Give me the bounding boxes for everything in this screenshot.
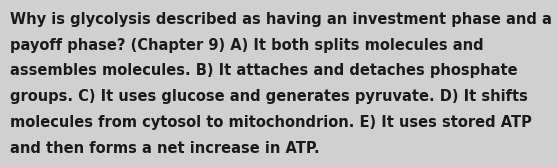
Text: assembles molecules. B) It attaches and detaches phosphate: assembles molecules. B) It attaches and … [10, 63, 518, 78]
Text: and then forms a net increase in ATP.: and then forms a net increase in ATP. [10, 141, 320, 156]
Text: payoff phase? (Chapter 9) A) It both splits molecules and: payoff phase? (Chapter 9) A) It both spl… [10, 38, 484, 53]
Text: groups. C) It uses glucose and generates pyruvate. D) It shifts: groups. C) It uses glucose and generates… [10, 89, 528, 104]
Text: Why is glycolysis described as having an investment phase and a: Why is glycolysis described as having an… [10, 12, 552, 27]
Text: molecules from cytosol to mitochondrion. E) It uses stored ATP: molecules from cytosol to mitochondrion.… [10, 115, 532, 130]
